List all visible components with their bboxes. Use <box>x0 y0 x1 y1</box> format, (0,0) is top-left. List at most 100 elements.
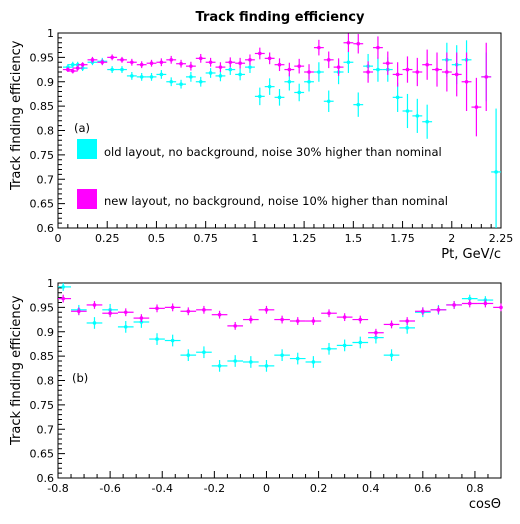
data-point-old <box>180 349 197 361</box>
point-marker <box>287 67 292 72</box>
point-marker <box>208 71 213 75</box>
point-marker <box>218 65 223 69</box>
data-point-new <box>164 303 181 312</box>
data-point-new <box>102 309 118 318</box>
data-point-new <box>343 33 354 53</box>
point-marker <box>280 353 284 357</box>
data-point-old <box>343 51 354 73</box>
panel-b-y-tick-label: 1 <box>47 277 54 290</box>
point-marker <box>130 74 134 78</box>
data-point-old <box>323 90 334 112</box>
panel-b-x-tick-label: 0.2 <box>310 482 328 495</box>
data-point-new <box>254 47 265 60</box>
panel-b-x-tick-label: -0.4 <box>152 482 173 495</box>
data-point-new <box>180 307 197 316</box>
point-marker <box>358 340 363 345</box>
point-marker <box>389 353 394 357</box>
point-marker <box>198 56 203 61</box>
panel-b-series-new-layout <box>58 294 503 337</box>
point-marker <box>405 326 409 330</box>
point-marker <box>186 353 191 357</box>
legend-new-layout-swatch <box>77 189 97 209</box>
point-marker <box>405 319 409 323</box>
data-point-new <box>321 309 337 318</box>
point-marker <box>159 60 164 65</box>
panel-b: -0.8 -0.6 -0.4 -0.2 0 0.2 0.4 0.6 0.8 0.6 0.65 0.7 0… <box>9 277 503 512</box>
point-marker <box>186 309 191 314</box>
point-marker <box>77 309 81 314</box>
panel-b-y-tick-label: 0.6 <box>37 472 55 485</box>
panel-a-x-tick-label: 1.5 <box>345 232 363 245</box>
panel-a-y-tick-label: 0.8 <box>37 125 55 138</box>
panel-a-y-tick-label: 0.6 <box>37 222 55 235</box>
data-point-new <box>77 62 88 68</box>
panel-b-y-tick-label: 0.8 <box>37 375 55 388</box>
point-marker <box>499 305 503 310</box>
point-marker <box>75 66 80 70</box>
data-point-new <box>289 317 306 325</box>
data-point-new <box>205 57 216 67</box>
data-point-new <box>441 52 452 92</box>
point-marker <box>155 337 159 341</box>
data-point-new <box>363 61 374 83</box>
point-marker <box>202 308 206 312</box>
panel-a-marks <box>62 33 501 228</box>
panel-b-y-tick-label: 0.75 <box>30 399 55 412</box>
data-point-new <box>313 39 324 56</box>
point-marker <box>421 309 425 314</box>
panel-b-x-tick-label: -0.8 <box>47 482 68 495</box>
point-marker <box>139 75 144 79</box>
data-point-old <box>164 334 181 347</box>
panel-a-x-tick-label: 1.75 <box>390 232 415 245</box>
data-point-new <box>399 317 416 325</box>
point-marker <box>264 308 269 312</box>
panel-b-y-tick-label: 0.65 <box>30 448 55 461</box>
data-point-new <box>305 317 322 325</box>
data-point-new <box>451 52 462 97</box>
panel-a-ticks: 0 0.25 0.5 0.75 1 1.25 1.5 1.75 2 2.25 0.6 0.65 0.7 0… <box>30 27 514 245</box>
data-point-new <box>149 304 165 313</box>
legend-old-layout-swatch <box>77 139 97 159</box>
panel-a-x-tick-label: 0.25 <box>95 232 120 245</box>
point-marker <box>336 65 341 69</box>
panel-b-label: (b) <box>72 371 88 385</box>
point-marker <box>238 72 242 77</box>
point-marker <box>376 45 380 50</box>
point-marker <box>100 60 105 65</box>
point-marker <box>317 45 321 50</box>
point-marker <box>445 70 449 74</box>
data-point-old <box>205 68 216 78</box>
data-point-new <box>430 305 447 314</box>
point-marker <box>374 335 378 340</box>
point-marker <box>474 105 479 109</box>
data-point-old <box>227 355 244 367</box>
point-marker <box>170 338 175 343</box>
point-marker <box>70 69 75 73</box>
data-point-new <box>284 62 295 77</box>
data-point-old <box>215 70 226 82</box>
point-marker <box>311 319 316 323</box>
point-marker <box>92 321 97 325</box>
data-point-old <box>336 339 353 352</box>
point-marker <box>483 301 488 306</box>
point-marker <box>233 359 237 363</box>
point-marker <box>358 317 363 322</box>
point-marker <box>110 55 114 60</box>
panel-b-x-tick-label: -0.2 <box>204 482 225 495</box>
data-point-new <box>196 305 212 314</box>
point-marker <box>179 61 183 66</box>
point-marker <box>155 306 159 311</box>
point-marker <box>376 67 380 72</box>
data-point-new <box>87 56 98 63</box>
point-marker <box>467 301 472 306</box>
legend-old-layout-label: old layout, no background, noise 30% hig… <box>104 145 442 159</box>
data-point-new <box>71 307 87 316</box>
point-marker <box>452 303 456 307</box>
data-point-old <box>107 66 118 73</box>
point-marker <box>123 310 128 315</box>
panel-a-y-tick-label: 0.7 <box>37 173 55 186</box>
data-point-new <box>215 62 226 72</box>
chart-title: Track finding efficiency <box>196 10 365 25</box>
panel-a: 0 0.25 0.5 0.75 1 1.25 1.5 1.75 2 2.25 0.6 0.65 0.7 0… <box>9 27 513 262</box>
